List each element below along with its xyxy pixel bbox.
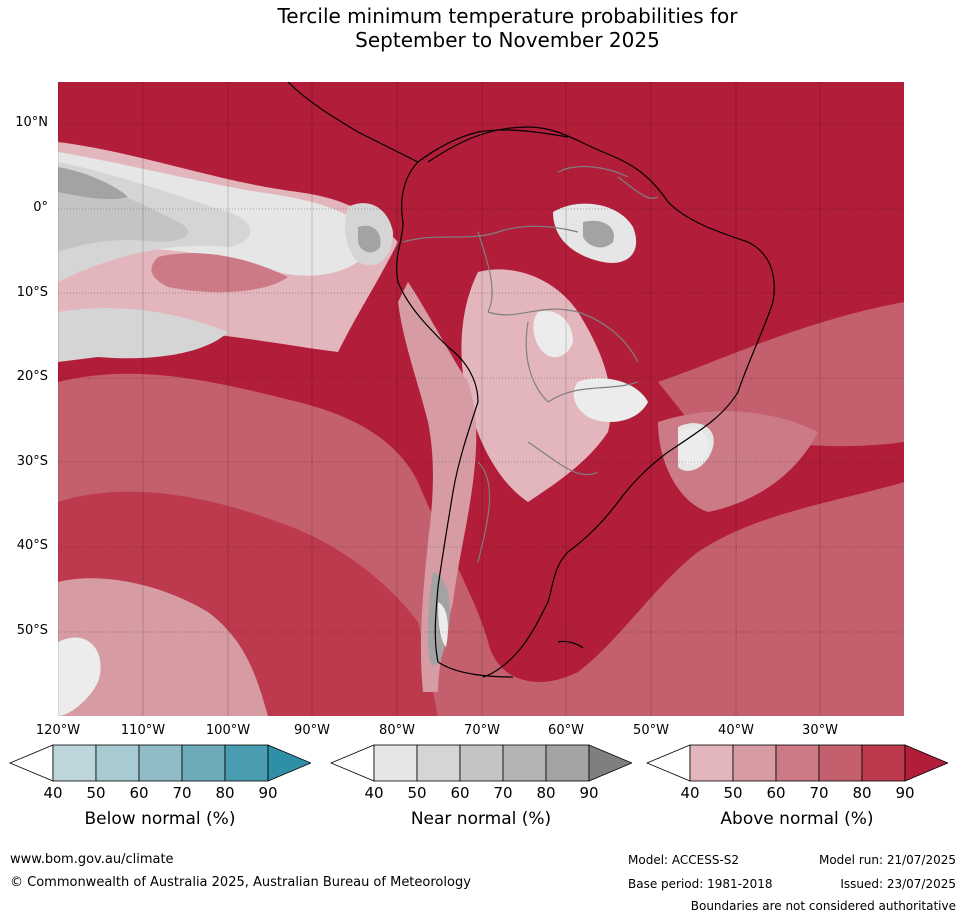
colorbar-above — [646, 744, 948, 782]
colorbar-below — [9, 744, 311, 782]
colorbar-near-tick: 40 — [364, 784, 384, 802]
footer-disclaimer: Boundaries are not considered authoritat… — [690, 899, 956, 913]
colorbar-near-tick: 70 — [493, 784, 513, 802]
footer-model: Model: ACCESS-S2 — [628, 853, 740, 867]
colorbar-above-tick: 60 — [766, 784, 786, 802]
colorbar-near-bin-3 — [502, 744, 547, 782]
colorbar-above-bin-0 — [689, 744, 734, 782]
colorbar-above-bin-1 — [732, 744, 777, 782]
coastline — [287, 82, 775, 678]
footer-copyright: © Commonwealth of Australia 2025, Austra… — [10, 875, 471, 890]
colorbar-below-tick: 80 — [215, 784, 235, 802]
lat-label-50s: 50°S — [16, 623, 48, 638]
country-borders — [402, 166, 659, 563]
colorbar-near-bin-4 — [545, 744, 590, 782]
lat-label-30s: 30°S — [16, 454, 48, 469]
colorbar-below-bin-1 — [95, 744, 140, 782]
region-near-interior — [533, 311, 573, 358]
lat-label-10n: 10°N — [15, 115, 48, 130]
colorbar-above-title: Above normal (%) — [720, 809, 874, 829]
lon-label-80w: 80°W — [379, 723, 415, 738]
region-near-lower — [58, 308, 228, 362]
colorbar-above-tick: 90 — [895, 784, 915, 802]
colorbar-near-bin-2 — [459, 744, 504, 782]
colorbar-near-tick: 50 — [407, 784, 427, 802]
region-above-60-southwest — [58, 578, 268, 716]
lat-label-0: 0° — [33, 200, 48, 215]
region-near-70-band — [58, 167, 128, 200]
colorbar-above-lower-extend — [646, 744, 691, 782]
footer-base-period: Base period: 1981-2018 — [628, 877, 773, 891]
colorbar-below-upper-extend — [267, 744, 311, 782]
footer-issued: Issued: 23/07/2025 — [840, 877, 956, 891]
colorbar-below-tick: 40 — [43, 784, 63, 802]
colorbar-near-lower-extend — [330, 744, 375, 782]
footer-url: www.bom.gov.au/climate — [10, 852, 174, 867]
lon-label-70w: 70°W — [464, 723, 500, 738]
colorbar-near-tick: 90 — [579, 784, 599, 802]
lon-label-50w: 50°W — [633, 723, 669, 738]
title-line-2: September to November 2025 — [355, 28, 660, 52]
lat-label-10s: 10°S — [16, 285, 48, 300]
colorbar-above-upper-extend — [904, 744, 948, 782]
colorbar-above-bin-3 — [818, 744, 863, 782]
lon-label-90w: 90°W — [294, 723, 330, 738]
lon-label-60w: 60°W — [548, 723, 584, 738]
colorbar-near-bin-1 — [416, 744, 461, 782]
colorbar-below-tick: 60 — [129, 784, 149, 802]
colorbar-below-tick: 90 — [258, 784, 278, 802]
lon-label-30w: 30°W — [802, 723, 838, 738]
colorbar-below-tick: 70 — [172, 784, 192, 802]
region-andes-strip — [398, 282, 477, 692]
colorbar-above-tick: 40 — [680, 784, 700, 802]
colorbar-above-tick: 80 — [852, 784, 872, 802]
colorbar-near-bin-0 — [373, 744, 418, 782]
colorbar-near-title: Near normal (%) — [410, 809, 552, 829]
colorbar-below-tick: 50 — [86, 784, 106, 802]
lon-label-100w: 100°W — [205, 723, 251, 738]
region-near-brazil-coast — [678, 428, 709, 466]
probability-map — [58, 82, 904, 716]
graticule — [58, 123, 904, 633]
colorbar-below-bin-3 — [181, 744, 226, 782]
colorbar-below-lower-extend — [9, 744, 54, 782]
colorbar-near-tick: 80 — [536, 784, 556, 802]
footer-model-run: Model run: 21/07/2025 — [818, 853, 956, 867]
region-white-sw — [58, 637, 101, 716]
map-title: Tercile minimum temperature probabilitie… — [0, 4, 965, 52]
colorbar-below-title: Below normal (%) — [84, 809, 236, 829]
colorbar-above-bin-2 — [775, 744, 820, 782]
lon-label-120w: 120°W — [35, 723, 81, 738]
region-above-70-east — [658, 302, 904, 447]
colorbar-above-tick: 70 — [809, 784, 829, 802]
colorbar-above-tick: 50 — [723, 784, 743, 802]
colorbar-near — [330, 744, 632, 782]
colorbar-below-bin-4 — [224, 744, 269, 782]
region-patagonia-white — [438, 602, 448, 647]
lat-label-40s: 40°S — [16, 538, 48, 553]
region-near-amazon-dark — [583, 220, 614, 248]
colorbar-near-upper-extend — [588, 744, 632, 782]
colorbar-below-bin-2 — [138, 744, 183, 782]
region-near-coast-dark — [358, 225, 381, 253]
colorbar-near-tick: 60 — [450, 784, 470, 802]
title-line-1: Tercile minimum temperature probabilitie… — [277, 4, 738, 28]
colorbar-below-bin-0 — [52, 744, 97, 782]
lon-label-40w: 40°W — [718, 723, 754, 738]
region-near-interior-2 — [573, 378, 648, 422]
lon-label-110w: 110°W — [120, 723, 166, 738]
lat-label-20s: 20°S — [16, 369, 48, 384]
colorbar-above-bin-4 — [861, 744, 906, 782]
region-above-60-pocket — [151, 253, 288, 293]
